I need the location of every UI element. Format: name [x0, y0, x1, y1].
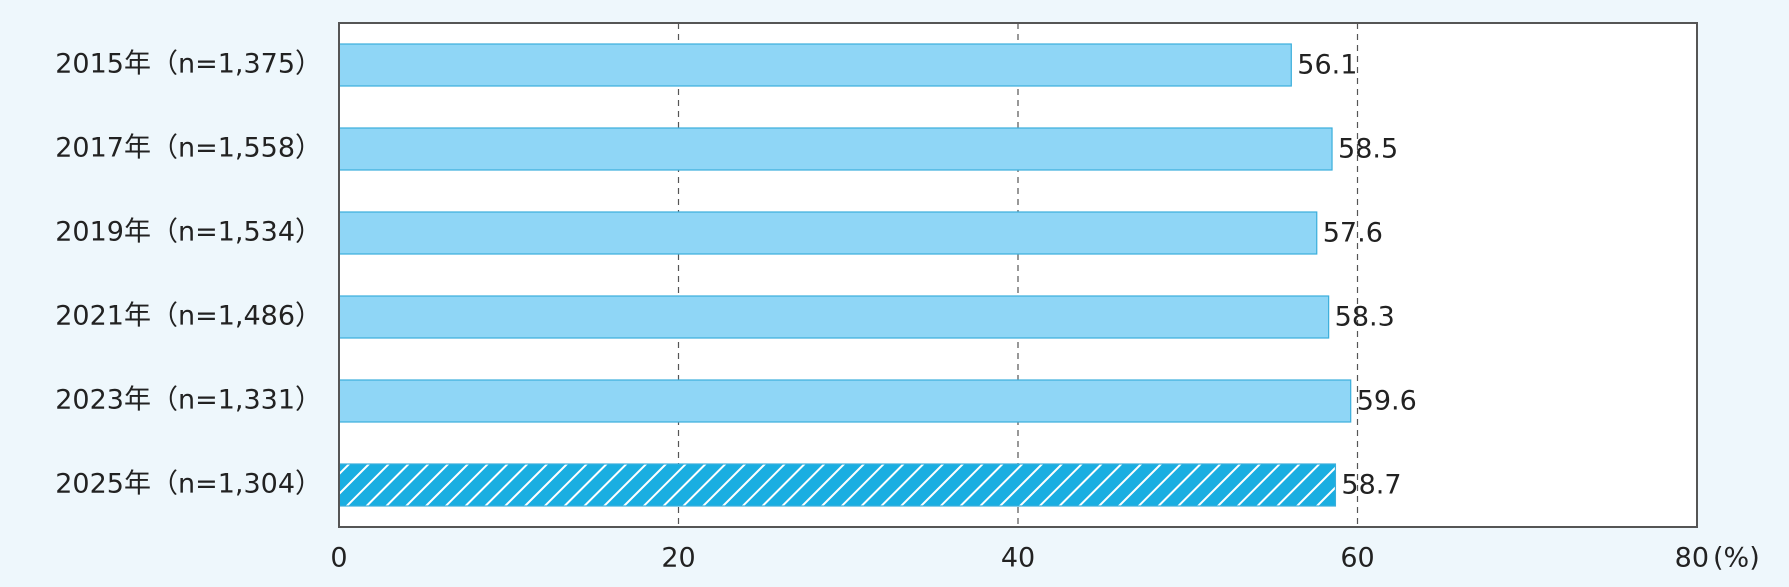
data-label: 57.6 — [1323, 218, 1383, 249]
x-tick-label: 40 — [1001, 543, 1035, 574]
data-label: 56.1 — [1297, 50, 1357, 81]
data-label: 58.5 — [1338, 134, 1398, 165]
bar — [338, 295, 1330, 339]
plot-frame — [338, 22, 1698, 528]
x-tick-label: 0 — [330, 543, 347, 574]
x-axis-unit: (%) — [1713, 543, 1760, 574]
bar — [338, 463, 1337, 507]
bar — [338, 379, 1352, 423]
category-label: 2023年（n=1,331） — [55, 385, 322, 416]
x-tick-label: 80 — [1675, 543, 1709, 574]
category-label: 2021年（n=1,486） — [55, 301, 322, 332]
x-tick-label: 20 — [661, 543, 695, 574]
bar — [338, 211, 1318, 255]
category-label: 2015年（n=1,375） — [55, 49, 322, 80]
data-label: 58.3 — [1335, 302, 1395, 333]
data-label: 59.6 — [1357, 386, 1417, 417]
category-label: 2017年（n=1,558） — [55, 133, 322, 164]
bar — [338, 127, 1333, 171]
category-label: 2025年（n=1,304） — [55, 469, 322, 500]
bar — [338, 43, 1292, 87]
plot-area — [339, 23, 1697, 527]
category-label: 2019年（n=1,534） — [55, 217, 322, 248]
x-tick-label: 60 — [1340, 543, 1374, 574]
data-label: 58.7 — [1341, 470, 1401, 501]
